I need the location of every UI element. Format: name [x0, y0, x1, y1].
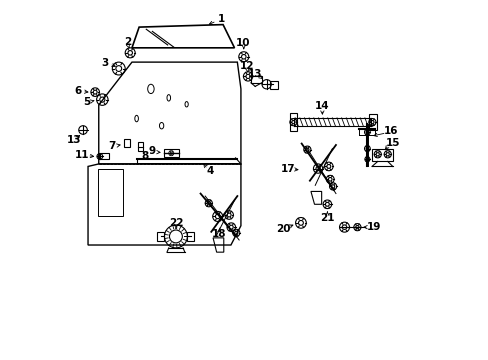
- Text: 5: 5: [83, 97, 90, 107]
- Text: 4: 4: [206, 166, 214, 176]
- Bar: [138, 142, 142, 152]
- Text: 15: 15: [385, 138, 399, 148]
- Text: 2: 2: [123, 37, 131, 48]
- Text: 21: 21: [320, 213, 334, 223]
- Bar: [163, 149, 179, 157]
- Text: 12: 12: [239, 61, 253, 71]
- Text: 8: 8: [142, 151, 148, 161]
- Text: 17: 17: [280, 164, 295, 174]
- Text: 11: 11: [75, 150, 89, 160]
- Text: 6: 6: [74, 86, 81, 96]
- Text: 9: 9: [148, 147, 155, 157]
- Text: 10: 10: [235, 38, 250, 48]
- Text: 20: 20: [275, 224, 290, 234]
- Bar: [157, 232, 164, 241]
- Bar: [123, 139, 130, 148]
- Bar: [290, 113, 296, 131]
- Text: 3: 3: [102, 58, 109, 68]
- Text: 13: 13: [247, 69, 262, 79]
- Bar: [371, 149, 392, 161]
- Text: 19: 19: [366, 222, 380, 232]
- Text: 1: 1: [218, 14, 225, 24]
- Text: 13: 13: [66, 135, 81, 145]
- Text: 16: 16: [383, 126, 397, 136]
- Bar: [368, 114, 376, 130]
- Bar: [187, 232, 194, 241]
- Text: 7: 7: [108, 141, 115, 151]
- Text: 22: 22: [168, 218, 183, 228]
- Text: 18: 18: [211, 229, 225, 239]
- Text: 14: 14: [314, 102, 329, 111]
